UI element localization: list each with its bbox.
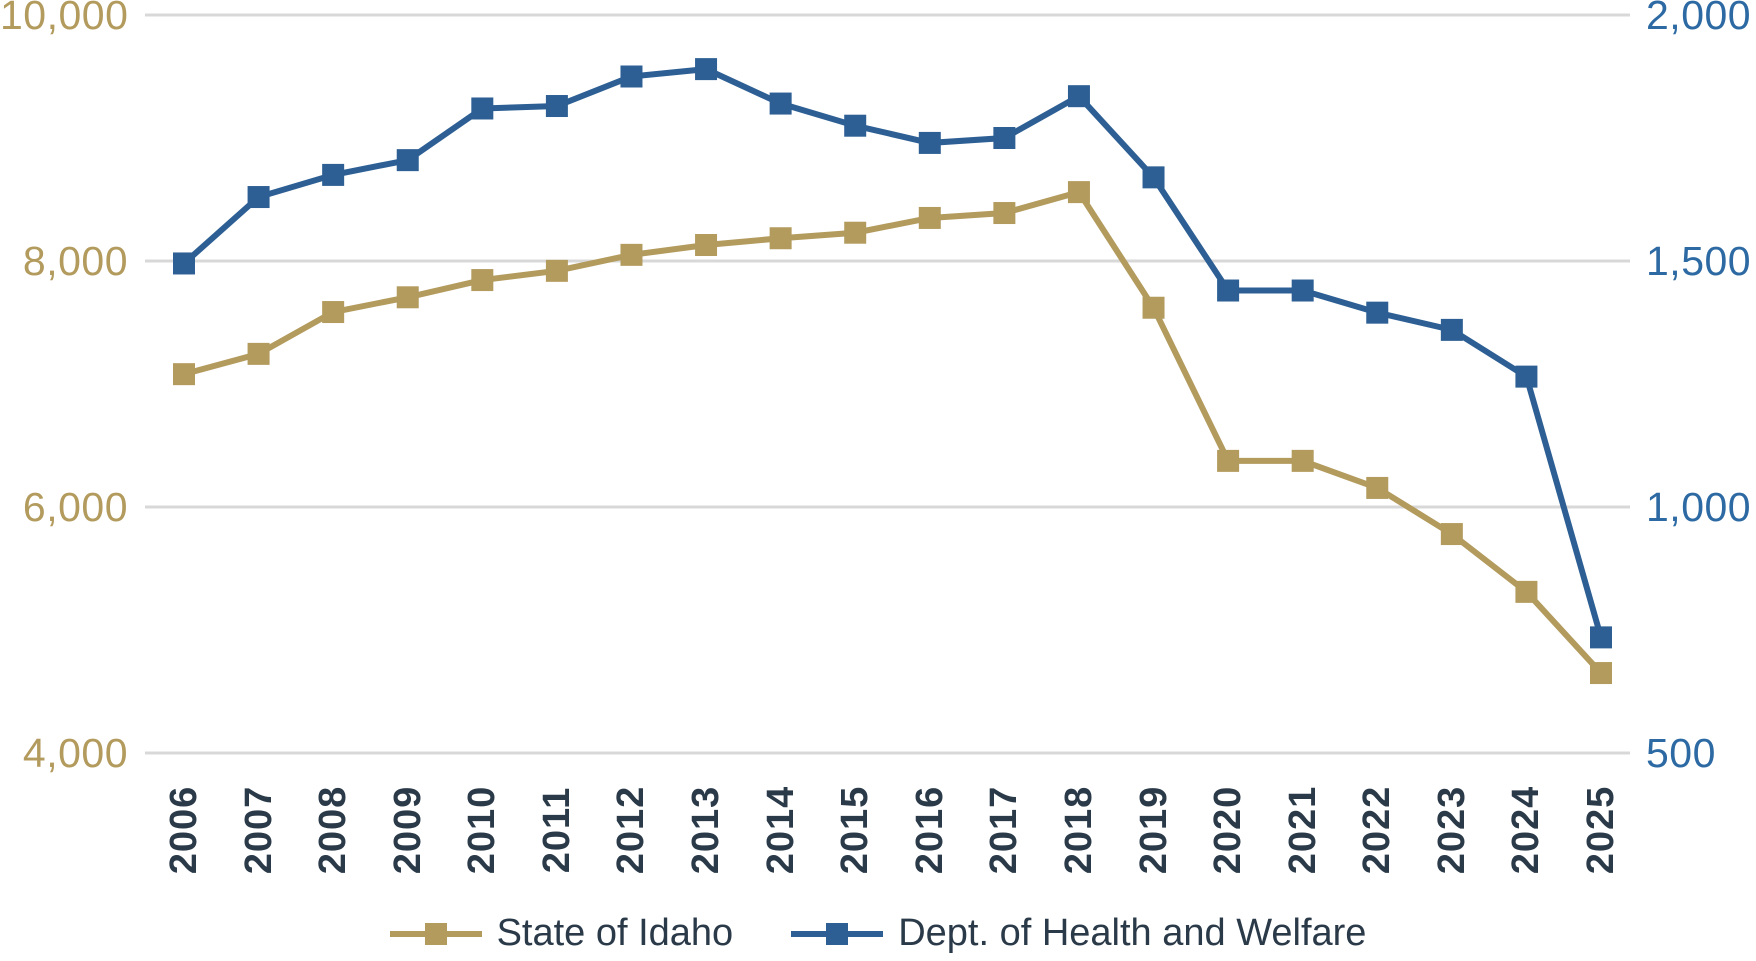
marker-state-of-idaho-2017 <box>993 202 1016 225</box>
marker-dept-of-health-and-welfare-2014 <box>769 92 792 115</box>
marker-state-of-idaho-2023 <box>1440 523 1463 546</box>
marker-dept-of-health-and-welfare-2010 <box>471 97 494 120</box>
marker-dept-of-health-and-welfare-2018 <box>1067 85 1090 108</box>
marker-dept-of-health-and-welfare-2009 <box>396 149 419 172</box>
x-axis-tick-2010: 2010 <box>461 785 504 875</box>
marker-state-of-idaho-2008 <box>322 301 345 324</box>
y-axis-tick-right-1-000: 1,000 <box>1646 484 1752 530</box>
y-axis-tick-left-4-000: 4,000 <box>22 730 128 776</box>
y-axis-tick-left-10-000: 10,000 <box>0 0 129 38</box>
y-axis-tick-right-500: 500 <box>1646 730 1716 776</box>
y-axis-tick-right-1-500: 1,500 <box>1646 238 1752 284</box>
marker-state-of-idaho-2022 <box>1366 476 1389 499</box>
marker-state-of-idaho-2016 <box>918 206 941 229</box>
marker-dept-of-health-and-welfare-2012 <box>620 65 643 88</box>
x-axis-tick-2006: 2006 <box>163 785 205 875</box>
legend: State of Idaho Dept. of Health and Welfar… <box>0 912 1756 955</box>
x-axis-tick-2024: 2024 <box>1505 785 1548 875</box>
y-axis-tick-right-2-000: 2,000 <box>1646 0 1752 38</box>
marker-state-of-idaho-2021 <box>1291 449 1314 472</box>
marker-dept-of-health-and-welfare-2019 <box>1142 166 1165 189</box>
marker-state-of-idaho-2018 <box>1067 181 1090 204</box>
marker-state-of-idaho-2009 <box>396 286 419 309</box>
x-axis-tick-2019: 2019 <box>1132 785 1175 875</box>
legend-square-marker-icon <box>826 922 849 945</box>
marker-dept-of-health-and-welfare-2024 <box>1515 365 1538 388</box>
x-axis-tick-2023: 2023 <box>1430 785 1473 875</box>
marker-dept-of-health-and-welfare-2013 <box>695 58 718 81</box>
x-axis-tick-2011: 2011 <box>535 786 578 874</box>
legend-label-dept-of-health-and-welfare: Dept. of Health and Welfare <box>898 912 1367 954</box>
legend-square-marker-icon <box>424 922 447 945</box>
marker-state-of-idaho-2010 <box>471 269 494 292</box>
x-axis-tick-2008: 2008 <box>312 785 355 875</box>
x-axis-tick-2009: 2009 <box>386 785 429 875</box>
x-axis-tick-2022: 2022 <box>1356 785 1399 875</box>
marker-dept-of-health-and-welfare-2017 <box>993 127 1016 149</box>
marker-dept-of-health-and-welfare-2015 <box>844 114 867 137</box>
x-axis-tick-2018: 2018 <box>1057 785 1100 875</box>
legend-swatch-dept-of-health-and-welfare <box>791 921 884 947</box>
y-axis-tick-left-8-000: 8,000 <box>22 238 128 284</box>
x-axis-tick-2007: 2007 <box>237 785 280 875</box>
x-axis-tick-2017: 2017 <box>983 785 1026 875</box>
x-axis-tick-2013: 2013 <box>685 785 728 875</box>
legend-item-state-of-idaho: State of Idaho <box>389 912 734 955</box>
y-axis-tick-left-6-000: 6,000 <box>22 484 128 530</box>
marker-dept-of-health-and-welfare-2025 <box>1590 626 1612 649</box>
marker-state-of-idaho-2007 <box>247 342 270 365</box>
series-line-state-of-idaho <box>183 188 1604 676</box>
marker-dept-of-health-and-welfare-2021 <box>1291 279 1314 302</box>
marker-dept-of-health-and-welfare-2007 <box>247 186 270 209</box>
marker-state-of-idaho-2015 <box>844 221 867 244</box>
marker-dept-of-health-and-welfare-2011 <box>545 95 568 118</box>
marker-dept-of-health-and-welfare-2006 <box>173 252 195 275</box>
marker-state-of-idaho-2019 <box>1142 296 1165 319</box>
x-axis-tick-2014: 2014 <box>759 785 802 875</box>
marker-state-of-idaho-2012 <box>620 243 643 266</box>
x-axis-tick-2020: 2020 <box>1207 785 1250 875</box>
x-axis-tick-2021: 2021 <box>1281 785 1324 875</box>
marker-state-of-idaho-2024 <box>1515 580 1538 603</box>
x-axis-tick-2012: 2012 <box>610 785 653 875</box>
marker-dept-of-health-and-welfare-2016 <box>918 131 941 154</box>
x-axis-tick-2025: 2025 <box>1580 785 1622 875</box>
x-axis-tick-2016: 2016 <box>908 785 951 875</box>
x-axis-tick-2015: 2015 <box>834 785 877 875</box>
marker-state-of-idaho-2006 <box>173 363 195 386</box>
marker-state-of-idaho-2020 <box>1217 449 1240 472</box>
marker-dept-of-health-and-welfare-2008 <box>322 163 345 186</box>
marker-dept-of-health-and-welfare-2023 <box>1440 318 1463 341</box>
legend-label-state-of-idaho: State of Idaho <box>496 912 734 954</box>
marker-state-of-idaho-2025 <box>1590 662 1612 685</box>
marker-dept-of-health-and-welfare-2022 <box>1366 301 1389 324</box>
marker-state-of-idaho-2013 <box>695 234 718 257</box>
marker-state-of-idaho-2011 <box>545 259 568 282</box>
series-line-dept-of-health-and-welfare <box>182 66 1604 639</box>
marker-dept-of-health-and-welfare-2020 <box>1217 279 1240 302</box>
legend-swatch-state-of-idaho <box>389 921 482 947</box>
legend-item-dept-of-health-and-welfare: Dept. of Health and Welfare <box>791 912 1366 955</box>
marker-state-of-idaho-2014 <box>769 227 792 250</box>
